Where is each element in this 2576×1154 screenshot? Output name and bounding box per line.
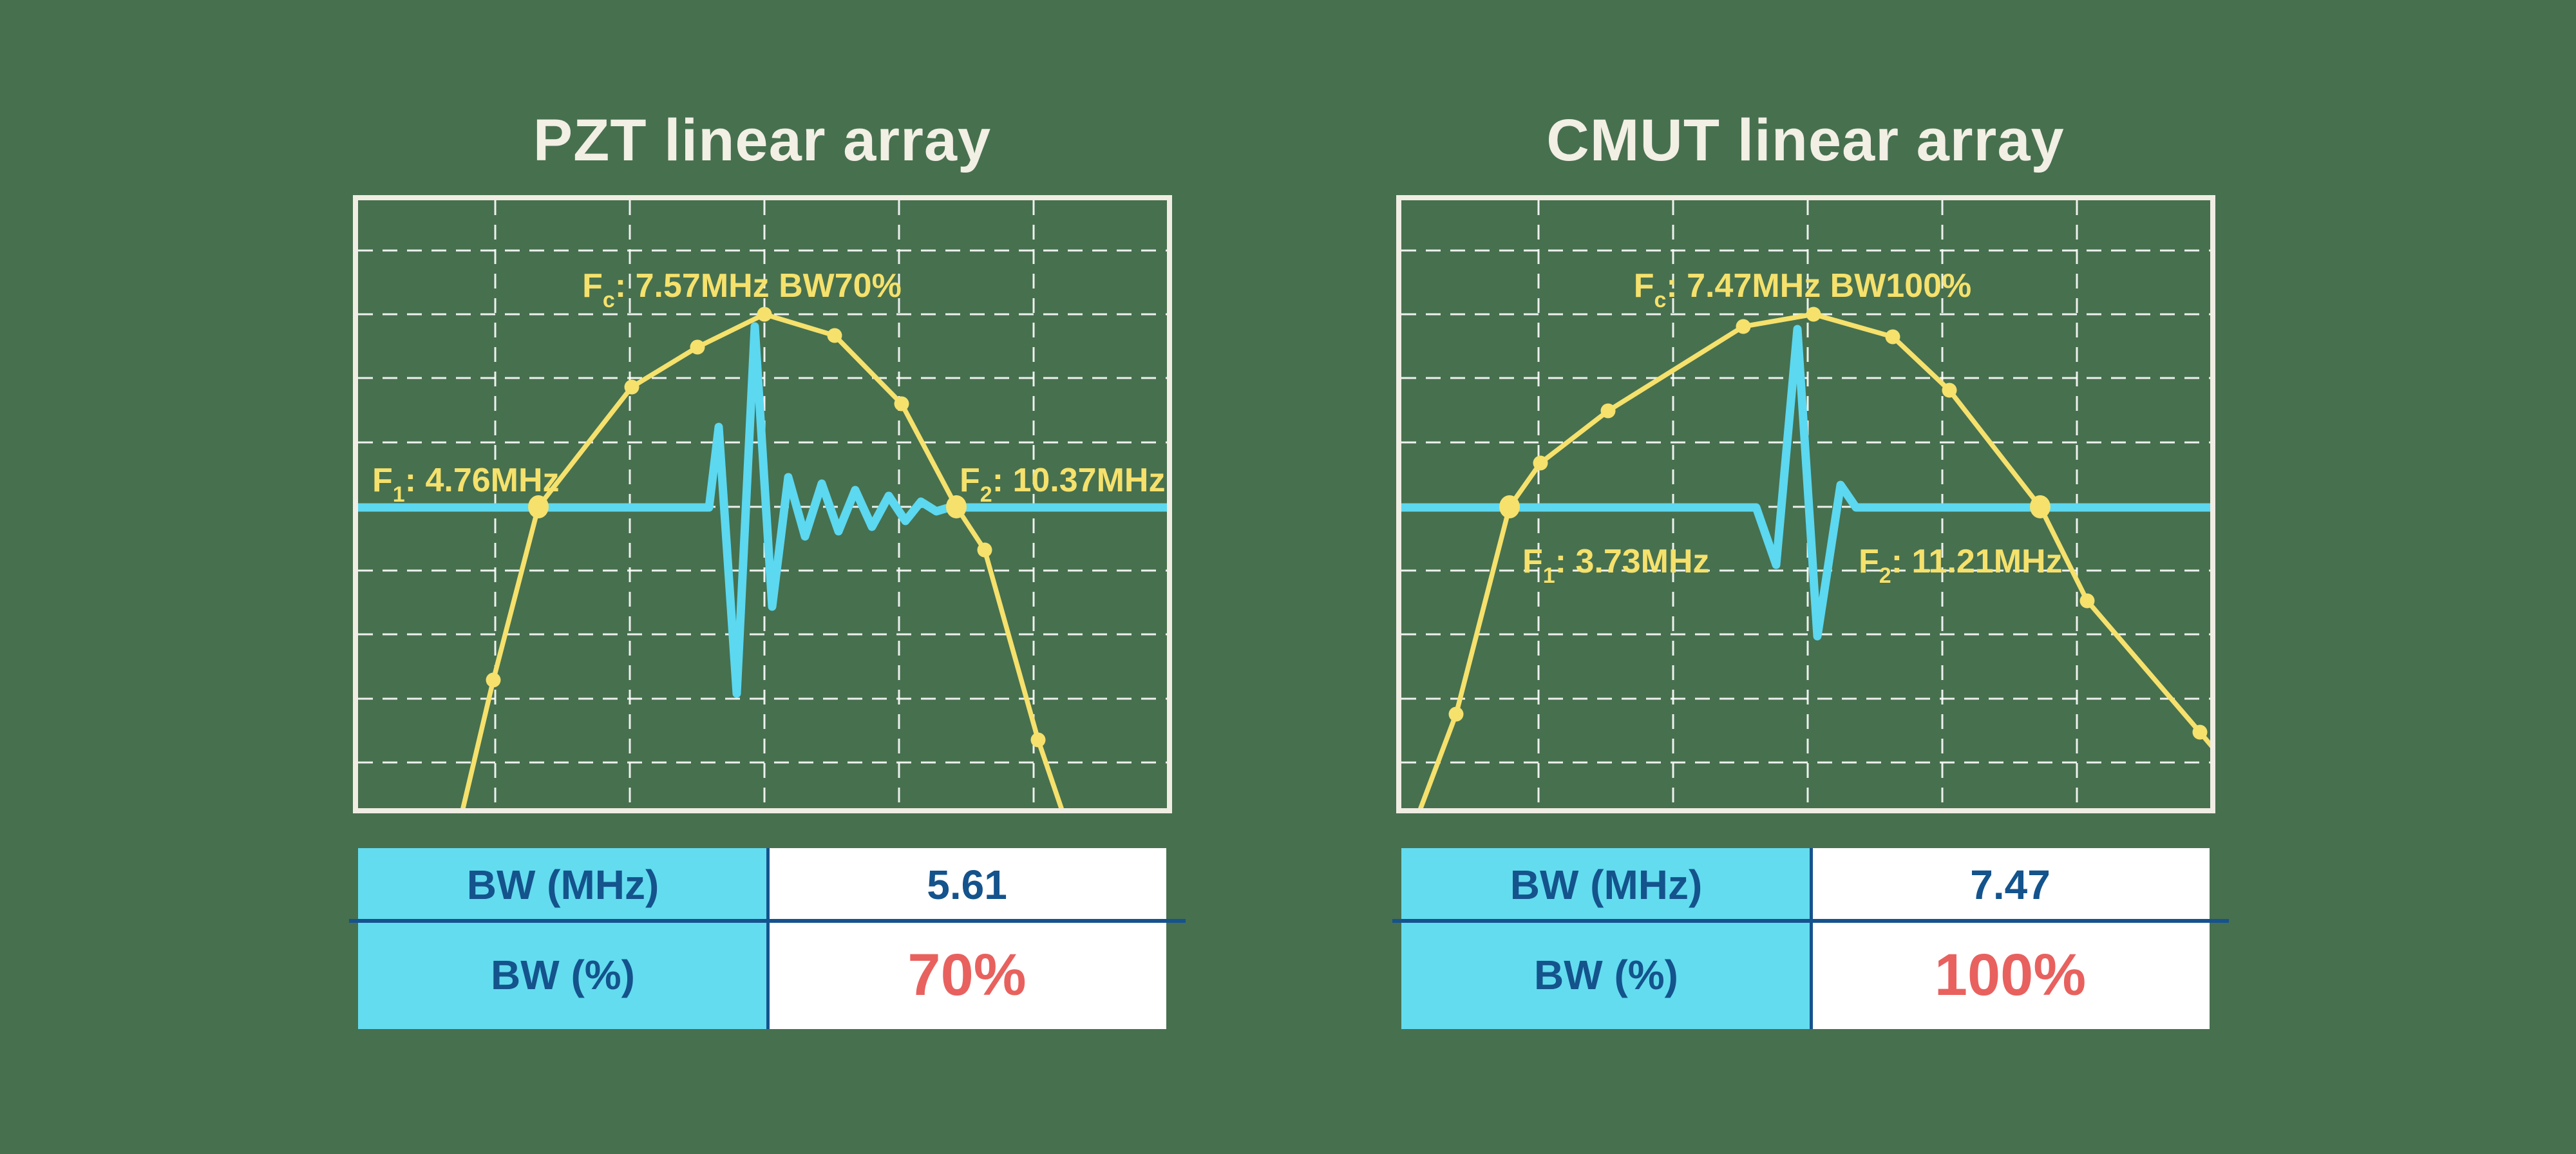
data-point-dot [757, 307, 772, 322]
table-row: BW (%) 100% [1401, 921, 2210, 1029]
annotation-text: : 4.76MHz [405, 462, 560, 499]
table-column-separator [1810, 848, 1813, 1029]
bw-mhz-value: 5.61 [768, 848, 1166, 921]
data-point-dot [624, 379, 639, 395]
cmut-bw-table: BW (MHz) 7.47 BW (%) 100% [1392, 848, 2229, 1029]
data-point-dot [1533, 455, 1548, 471]
data-point-dot [1600, 403, 1616, 419]
data-point-dot [1736, 319, 1751, 334]
annotation-subscript: 2 [1879, 563, 1891, 588]
table-column-separator [766, 848, 770, 1029]
annotation-text: : 11.21MHz [1891, 543, 2063, 580]
f1-annotation: F1: 4.76MHz [372, 462, 560, 507]
annotation-text: : 10.37MHz [992, 462, 1166, 499]
data-point-dot [2192, 724, 2208, 740]
pzt-chart-svg: Fc: 7.57MHz BW70%F1: 4.76MHz F2: 10.37MHz [358, 200, 1167, 808]
f2-marker-dot [2030, 495, 2050, 518]
bw-percent-label: BW (%) [1401, 921, 1811, 1029]
data-point-dot [894, 396, 909, 411]
bw-percent-label: BW (%) [358, 921, 768, 1029]
pulse-waveform [1401, 325, 2210, 641]
table-row-divider [349, 919, 1186, 923]
f2-annotation: F2: 11.21MHz [1859, 543, 2063, 588]
f1-marker-dot [528, 495, 549, 518]
cmut-chart-svg: Fc: 7.47MHz BW100%F1: 3.73MHz F2: 11.21MH… [1401, 200, 2210, 808]
data-point-dot [690, 339, 705, 355]
data-point-dot [486, 672, 501, 688]
f1-marker-dot [1499, 495, 1520, 518]
panel-cmut: CMUT linear array Fc: 7.47MHz BW100% F1: … [1392, 0, 2229, 1154]
annotation-subscript: c [1654, 288, 1666, 312]
annotation-prefix: F [582, 267, 603, 305]
data-point-dot [2079, 593, 2095, 609]
spectrum-curve [460, 312, 1064, 808]
data-point-dot [977, 542, 992, 558]
annotation-prefix: F [960, 462, 980, 499]
bw-percent-value: 70% [768, 921, 1166, 1029]
table-row: BW (%) 70% [358, 921, 1166, 1029]
bw-mhz-label: BW (MHz) [358, 848, 768, 921]
annotation-subscript: 1 [393, 482, 405, 507]
annotation-prefix: F [1859, 543, 1879, 580]
pzt-plot-frame: Fc: 7.57MHz BW70% F1: 4.76MHz F2: 10.37MHz [353, 195, 1172, 813]
annotation-text: : 3.73MHz [1555, 543, 1710, 580]
data-point-dot [1806, 307, 1821, 322]
annotation-text: : 7.57MHz BW70% [615, 267, 902, 305]
cmut-title: CMUT linear array [1546, 108, 2065, 173]
table-row-divider [1392, 919, 2229, 923]
pulse-waveform [358, 322, 1167, 698]
pzt-bw-table: BW (MHz) 5.61 BW (%) 70% [349, 848, 1186, 1029]
pzt-title: PZT linear array [533, 108, 992, 173]
fc-annotation: Fc: 7.57MHz BW70% [582, 267, 902, 312]
annotation-subscript: 2 [980, 482, 992, 507]
data-point-dot [1942, 383, 1957, 398]
data-point-dot [827, 328, 842, 343]
data-point-dot [1030, 732, 1046, 748]
annotation-prefix: F [1522, 543, 1543, 580]
data-point-dot [1885, 329, 1900, 345]
panel-pzt: PZT linear array Fc: 7.57MHz BW70% F1: 4.… [349, 0, 1186, 1154]
annotation-subscript: 1 [1543, 563, 1555, 588]
bw-mhz-value: 7.47 [1811, 848, 2210, 921]
annotation-prefix: F [1634, 267, 1654, 305]
data-point-dot [1448, 706, 1464, 722]
f2-annotation: F2: 10.37MHz [960, 462, 1165, 507]
bw-mhz-label: BW (MHz) [1401, 848, 1811, 921]
f2-marker-dot [946, 495, 967, 518]
table-row: BW (MHz) 5.61 [358, 848, 1166, 921]
annotation-text: : 7.47MHz BW100% [1666, 267, 1971, 305]
table-row: BW (MHz) 7.47 [1401, 848, 2210, 921]
spectrum-curve [1418, 312, 2210, 808]
cmut-plot-frame: Fc: 7.47MHz BW100% F1: 3.73MHz F2: 11.21MH… [1396, 195, 2215, 813]
bw-percent-value: 100% [1811, 921, 2210, 1029]
fc-annotation: Fc: 7.47MHz BW100% [1634, 267, 1972, 312]
annotation-prefix: F [372, 462, 393, 499]
annotation-subscript: c [603, 288, 615, 312]
f1-annotation: F1: 3.73MHz [1522, 543, 1710, 588]
